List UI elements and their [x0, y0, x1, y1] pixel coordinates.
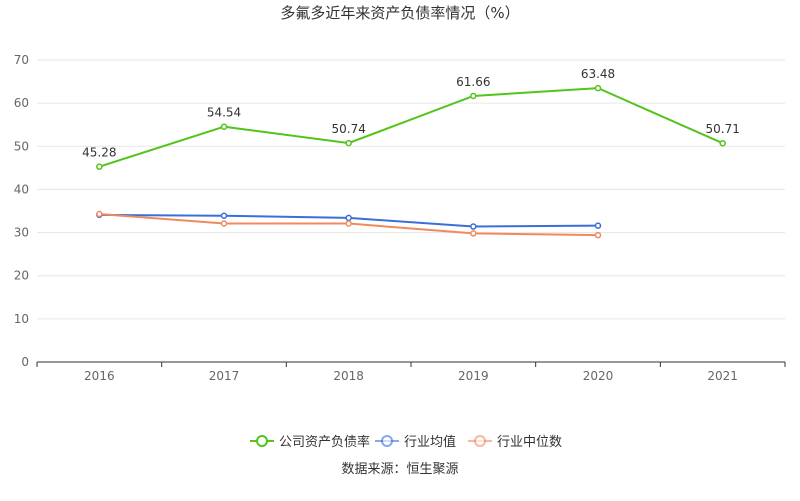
x-tick-label: 2017: [209, 369, 240, 383]
data-label: 50.71: [705, 122, 739, 136]
y-axis: 0 10 20 30 40 50 60 70: [14, 53, 29, 369]
x-axis: 2016 2017 2018 2019 2020 2021: [36, 361, 786, 383]
legend-swatch-marker: [256, 435, 268, 447]
y-tick-label: 70: [14, 53, 29, 67]
legend-item[interactable]: 公司资产负债率: [250, 434, 370, 450]
data-point: [470, 92, 477, 100]
data-label: 61.66: [456, 75, 490, 89]
data-label: 50.74: [331, 122, 365, 136]
data-point: [719, 139, 726, 147]
data-label: 54.54: [207, 106, 241, 120]
data-point: [220, 212, 228, 219]
data-label: 45.28: [82, 146, 116, 160]
y-tick-label: 10: [14, 312, 29, 326]
y-tick-label: 30: [14, 226, 29, 240]
data-point: [594, 231, 602, 239]
grid-lines: [37, 59, 785, 320]
x-tick-label: 2021: [707, 369, 738, 383]
source-note: 数据来源：恒生聚源: [341, 462, 458, 477]
y-tick-label: 0: [21, 355, 29, 369]
x-tick-label: 2016: [84, 369, 115, 383]
data-label: 63.48: [581, 67, 615, 81]
y-tick-label: 60: [14, 96, 29, 110]
legend-item[interactable]: 行业均值: [375, 434, 456, 450]
series-0: 45.28 54.54 50.74 61.66 63.48 50.71: [82, 67, 740, 170]
data-point: [594, 222, 602, 229]
legend-swatch-marker: [381, 435, 393, 447]
data-point: [345, 214, 352, 222]
data-point: [220, 123, 228, 130]
x-tick-label: 2018: [333, 369, 364, 383]
legend-label: 行业均值: [404, 434, 456, 450]
data-point: [470, 223, 477, 230]
data-point: [594, 84, 602, 92]
series-group: 45.28 54.54 50.74 61.66 63.48 50.71: [82, 67, 740, 239]
legend-label: 公司资产负债率: [279, 434, 370, 450]
data-point: [96, 163, 103, 170]
y-tick-label: 40: [14, 182, 29, 196]
x-tick-label: 2020: [583, 369, 614, 383]
data-point: [96, 210, 103, 218]
data-point: [470, 230, 477, 237]
legend-label: 行业中位数: [497, 435, 562, 450]
chart-title: 多氟多近年来资产负债率情况（%）: [280, 4, 519, 22]
y-tick-label: 20: [14, 269, 29, 283]
legend-swatch-marker: [474, 435, 486, 447]
series-line: [99, 87, 724, 168]
data-point: [345, 139, 352, 147]
x-tick-label: 2019: [458, 369, 489, 383]
series-2: [96, 210, 602, 239]
y-tick-label: 50: [14, 139, 29, 153]
legend: 公司资产负债率 行业均值 行业中位数: [250, 434, 562, 450]
data-point: [220, 220, 228, 227]
legend-item[interactable]: 行业中位数: [468, 435, 562, 450]
data-point: [345, 220, 352, 227]
